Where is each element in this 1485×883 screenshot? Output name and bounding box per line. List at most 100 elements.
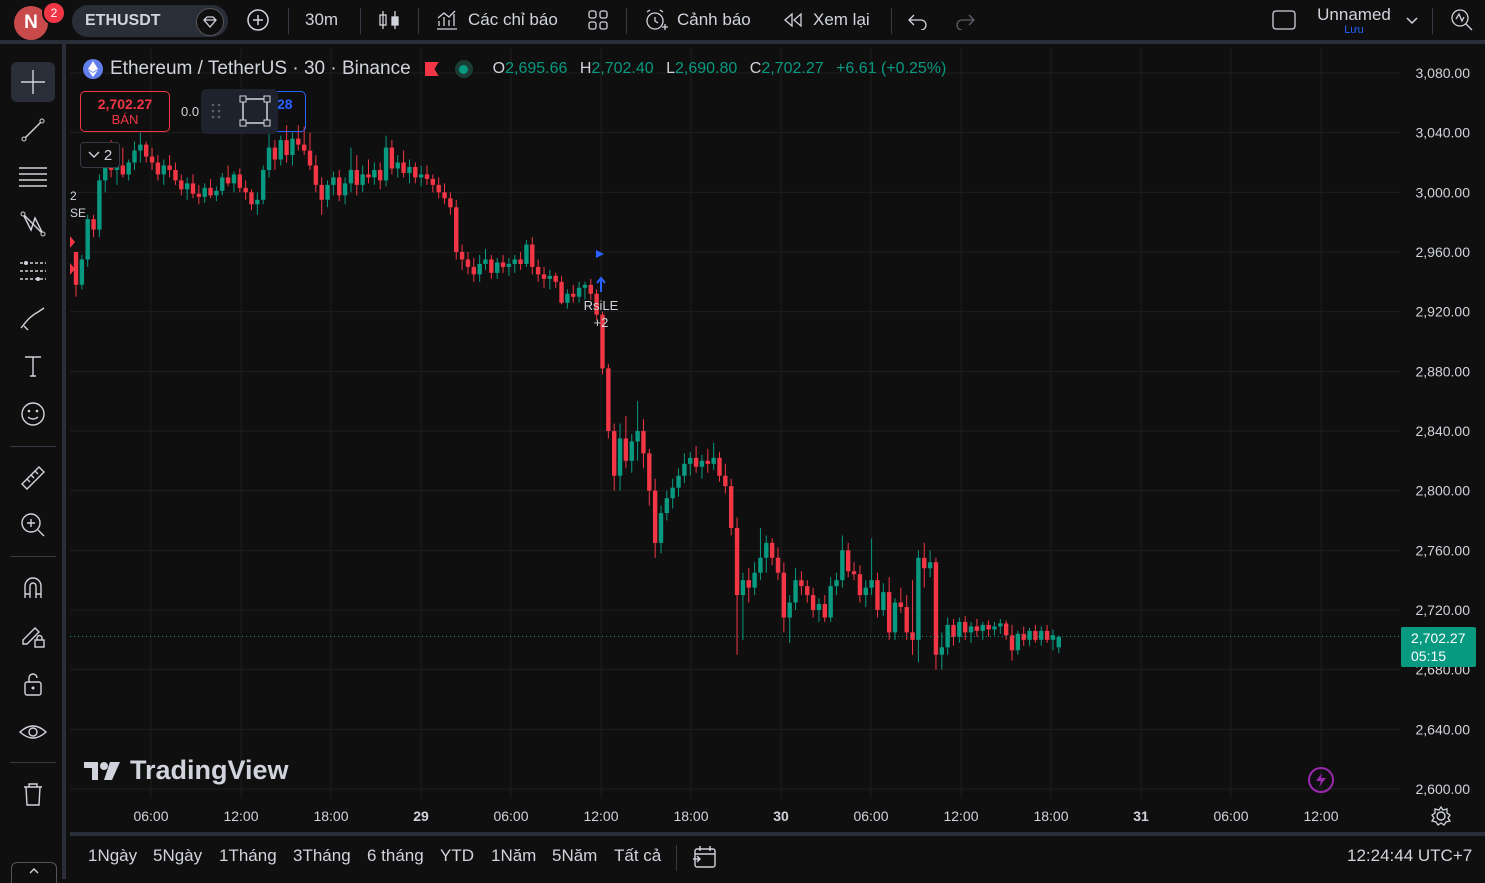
candle-body bbox=[132, 150, 137, 163]
floating-toolbar[interactable] bbox=[201, 89, 278, 134]
range-5y[interactable]: 5Năm bbox=[552, 846, 598, 865]
chart-type-button[interactable] bbox=[376, 0, 402, 40]
ohlc-values: O2,695.66 H2,702.40 L2,690.80 C2,702.27 … bbox=[485, 60, 947, 78]
candle-body bbox=[922, 557, 927, 569]
candle-body bbox=[512, 259, 517, 264]
pattern-icon[interactable] bbox=[11, 204, 55, 244]
symbol-search-button[interactable]: ETHUSDT bbox=[72, 5, 228, 37]
fib-icon[interactable] bbox=[11, 157, 55, 197]
candle-body bbox=[740, 580, 746, 596]
candle-body bbox=[851, 571, 857, 575]
rewind-icon bbox=[784, 12, 802, 28]
clock-timezone[interactable]: 12:24:44 UTC+7 bbox=[1347, 846, 1473, 865]
range-5d[interactable]: 5Ngày bbox=[153, 846, 203, 865]
forecast-icon[interactable] bbox=[11, 251, 55, 291]
candle-body bbox=[1050, 635, 1056, 640]
lock-icon[interactable] bbox=[11, 664, 55, 704]
low-label: L bbox=[666, 60, 676, 77]
candle-body bbox=[325, 184, 330, 200]
quick-search-button[interactable] bbox=[1449, 0, 1475, 40]
candle-body bbox=[120, 165, 125, 175]
symbol-title[interactable]: Ethereum / TetherUS · 30 · Binance bbox=[110, 58, 411, 79]
magnet-icon[interactable] bbox=[11, 568, 55, 608]
candle-body bbox=[430, 178, 436, 185]
candle-body bbox=[1056, 636, 1061, 648]
range-1y[interactable]: 1Năm bbox=[491, 846, 537, 865]
axis-settings-icon[interactable] bbox=[1430, 805, 1452, 832]
candle-body bbox=[442, 192, 447, 199]
candle-body bbox=[980, 624, 985, 631]
replay-button[interactable]: Xem lại bbox=[781, 0, 870, 40]
candle-body bbox=[1033, 630, 1038, 640]
drag-handle-icon[interactable] bbox=[211, 103, 221, 119]
emoji-icon[interactable] bbox=[11, 394, 55, 434]
range-1m[interactable]: 1Tháng bbox=[219, 846, 277, 865]
templates-button[interactable] bbox=[586, 0, 610, 40]
brush-icon[interactable] bbox=[11, 298, 55, 338]
interval-button[interactable]: 30m bbox=[305, 0, 338, 40]
lock-draw-icon[interactable] bbox=[11, 616, 55, 656]
chevron-down-icon[interactable] bbox=[1404, 0, 1420, 40]
candle-body bbox=[729, 486, 734, 528]
candle-body bbox=[459, 252, 465, 260]
divider bbox=[288, 8, 289, 34]
candle-body bbox=[758, 557, 763, 573]
sell-button[interactable]: 2,702.27 BÁN bbox=[80, 91, 170, 132]
candle-body bbox=[249, 192, 254, 205]
layout-name[interactable]: Unnamed Lưu bbox=[1314, 5, 1394, 36]
candle-body bbox=[734, 527, 740, 596]
last-price-value: 2,702.27 bbox=[1411, 630, 1466, 646]
zoom-icon[interactable] bbox=[11, 505, 55, 545]
range-all[interactable]: Tất cả bbox=[614, 846, 662, 865]
diamond-icon[interactable] bbox=[196, 8, 224, 36]
chart-pane[interactable]: 3,080.00 3,040.00 3,000.00 2,960.00 2,920.00… bbox=[70, 48, 1485, 832]
undo-button[interactable] bbox=[906, 0, 930, 40]
range-ytd[interactable]: YTD bbox=[440, 846, 474, 865]
eye-icon[interactable] bbox=[11, 712, 55, 752]
goto-date-icon[interactable] bbox=[692, 844, 718, 875]
candlestick-chart[interactable]: 3,080.00 3,040.00 3,000.00 2,960.00 2,920.00… bbox=[70, 48, 1485, 832]
layout-menu-button[interactable] bbox=[1271, 0, 1297, 40]
trendline-icon[interactable] bbox=[11, 110, 55, 150]
lightning-icon[interactable] bbox=[1308, 767, 1334, 793]
signal-name: RsiLE bbox=[583, 298, 619, 313]
crosshair-icon[interactable] bbox=[11, 62, 55, 102]
candle-body bbox=[717, 457, 722, 476]
save-label[interactable]: Lưu bbox=[1344, 24, 1364, 36]
redo-button[interactable] bbox=[953, 0, 977, 40]
indicators-collapse-button[interactable]: 2 bbox=[80, 142, 120, 168]
candle-body bbox=[822, 604, 827, 618]
candle-body bbox=[547, 275, 553, 279]
ruler-icon[interactable] bbox=[11, 458, 55, 498]
flag-icon[interactable] bbox=[424, 62, 439, 76]
candle-body bbox=[524, 244, 529, 264]
candle-body bbox=[810, 595, 816, 610]
buy-signal-arrow bbox=[596, 276, 606, 292]
candle-body bbox=[103, 162, 108, 181]
alarm-clock-icon bbox=[646, 9, 668, 30]
scroll-up-icon[interactable] bbox=[11, 862, 57, 883]
time-tick-label: 06:00 bbox=[853, 808, 888, 824]
divider bbox=[10, 556, 56, 557]
candle-body bbox=[647, 453, 652, 491]
range-1d[interactable]: 1Ngày bbox=[88, 846, 138, 865]
candle-body bbox=[693, 457, 699, 467]
candle-body bbox=[73, 252, 79, 285]
market-status-icon[interactable] bbox=[454, 60, 473, 78]
candle-body bbox=[366, 174, 371, 178]
text-icon[interactable] bbox=[11, 346, 55, 386]
time-tick-label: 18:00 bbox=[313, 808, 348, 824]
range-6m[interactable]: 6 tháng bbox=[367, 846, 424, 865]
trash-icon[interactable] bbox=[11, 774, 55, 814]
open-value: 2,695.66 bbox=[505, 60, 568, 77]
rectangle-select-icon[interactable] bbox=[239, 95, 271, 127]
chart-legend: Ethereum / TetherUS · 30 · Binance O2,69… bbox=[82, 58, 946, 80]
sell-label: BÁN bbox=[111, 112, 139, 127]
candle-body bbox=[255, 199, 260, 205]
tradingview-logo[interactable]: TradingView bbox=[84, 755, 289, 786]
candle-body bbox=[231, 174, 237, 184]
add-symbol-button[interactable] bbox=[244, 0, 272, 40]
range-3m[interactable]: 3Tháng bbox=[293, 846, 351, 865]
indicators-button[interactable]: Các chỉ báo bbox=[434, 0, 558, 40]
alerts-button[interactable]: Cảnh báo bbox=[643, 0, 751, 40]
